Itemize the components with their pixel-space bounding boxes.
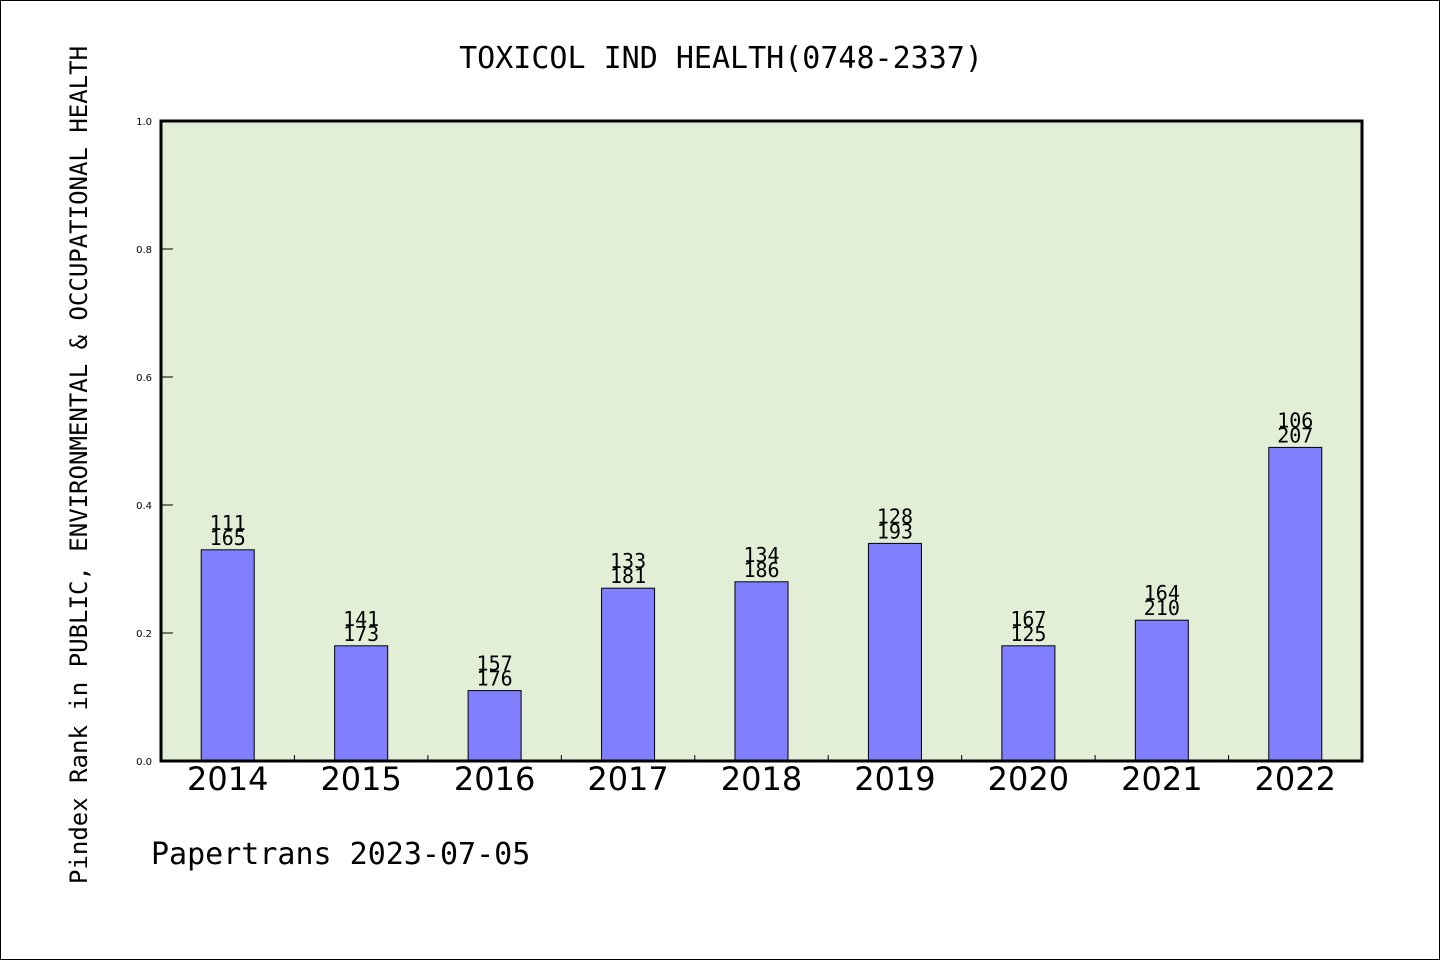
rank-label: 141 xyxy=(343,607,379,631)
x-tick-label: 2015 xyxy=(320,760,401,798)
y-tick-label: 0.0 xyxy=(136,757,152,768)
total-label: 207 xyxy=(1277,423,1313,447)
y-tick-label: 1.0 xyxy=(136,117,152,128)
bar-2019 xyxy=(867,542,922,762)
x-tick-label: 2017 xyxy=(587,760,668,798)
y-axis-label: Pindex Rank in PUBLIC, ENVIRONMENTAL & O… xyxy=(65,46,93,884)
plot-border xyxy=(159,119,1364,763)
y-tick-label: 0.8 xyxy=(136,245,152,256)
total-label: 181 xyxy=(610,564,646,588)
rank-label: 111 xyxy=(210,511,246,535)
total-label: 193 xyxy=(877,519,913,543)
bar-2021 xyxy=(1134,619,1189,762)
bar-2020 xyxy=(1001,645,1056,762)
bar-2014 xyxy=(200,549,255,762)
bar-2022 xyxy=(1268,446,1323,762)
rank-label: 157 xyxy=(477,652,513,676)
total-label: 176 xyxy=(477,667,513,691)
rank-label: 133 xyxy=(610,549,646,573)
x-tick-label: 2019 xyxy=(854,760,935,798)
chart-title: TOXICOL IND HEALTH(0748-2337) xyxy=(459,41,983,76)
x-tick-label: 2016 xyxy=(454,760,535,798)
x-tick-label: 2021 xyxy=(1121,760,1202,798)
bar-2018 xyxy=(734,581,789,762)
x-tick-label: 2018 xyxy=(721,760,802,798)
y-tick-label: 0.6 xyxy=(136,373,152,384)
footer-credit: Papertrans 2023-07-05 xyxy=(151,837,531,872)
bar-2016 xyxy=(467,690,522,762)
total-label: 210 xyxy=(1144,596,1180,620)
total-label: 186 xyxy=(743,558,779,582)
x-tick-label: 2014 xyxy=(187,760,268,798)
x-tick-label: 2020 xyxy=(988,760,1069,798)
total-label: 173 xyxy=(343,622,379,646)
y-tick-label: 0.4 xyxy=(136,501,152,512)
rank-label: 167 xyxy=(1010,607,1046,631)
rank-label: 128 xyxy=(877,504,913,528)
bar-2017 xyxy=(601,587,656,762)
x-tick-label: 2022 xyxy=(1255,760,1336,798)
y-tick-label: 0.2 xyxy=(136,629,152,640)
rank-label: 164 xyxy=(1144,581,1180,605)
total-label: 165 xyxy=(210,526,246,550)
total-label: 125 xyxy=(1010,622,1046,646)
bar-2015 xyxy=(334,645,389,762)
rank-label: 134 xyxy=(743,543,779,567)
rank-label: 106 xyxy=(1277,408,1313,432)
